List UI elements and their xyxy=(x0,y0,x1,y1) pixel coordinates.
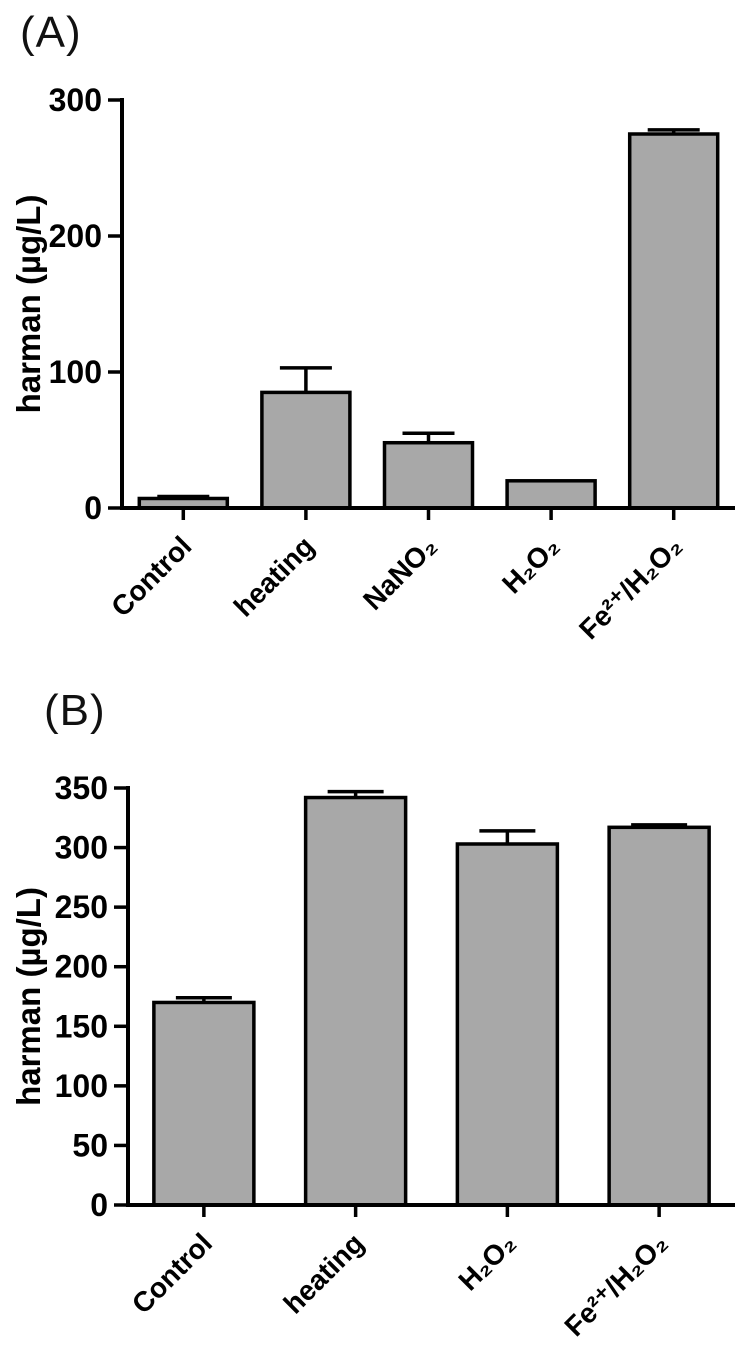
category-label: Fe²⁺/H₂O₂ xyxy=(573,530,688,645)
chart-b-bar-chart: 0 50 100 150 200 250 300 350 Control heating H₂O₂ F… xyxy=(10,770,735,1342)
bar xyxy=(627,132,720,510)
bar xyxy=(303,795,408,1207)
category-label: Fe²⁺/H₂O₂ xyxy=(558,1227,673,1342)
category-label: H₂O₂ xyxy=(496,530,565,599)
chart-a-bar-chart: 0 100 200 300 Control heating NaNO₂ H₂O₂ Fe²⁺/H₂… xyxy=(10,82,735,645)
y-axis-title: harman (µg/L) xyxy=(10,887,47,1106)
y-axis-title: harman (µg/L) xyxy=(10,195,47,414)
category-label: Control xyxy=(126,1227,218,1319)
y-tick-label: 50 xyxy=(72,1127,108,1163)
y-tick-label: 100 xyxy=(49,354,102,390)
bar xyxy=(382,440,475,510)
y-tick-label: 100 xyxy=(55,1068,108,1104)
category-label: heating xyxy=(228,530,320,622)
category-label: H₂O₂ xyxy=(452,1227,521,1296)
y-tick-label: 150 xyxy=(55,1008,108,1044)
y-tick-label: 0 xyxy=(90,1187,108,1223)
category-label: Control xyxy=(105,530,197,622)
y-tick-label: 350 xyxy=(55,770,108,806)
y-tick-label: 250 xyxy=(55,889,108,925)
y-tick-label: 200 xyxy=(49,218,102,254)
bar xyxy=(152,1000,256,1207)
y-tick-label: 300 xyxy=(49,82,102,118)
bar xyxy=(607,825,711,1207)
panel-a-label: (A) xyxy=(20,8,82,57)
panel-b-label: (B) xyxy=(44,686,106,735)
bar xyxy=(505,479,597,510)
bar xyxy=(260,390,352,510)
y-tick-label: 0 xyxy=(84,490,102,526)
category-label: NaNO₂ xyxy=(357,530,443,616)
bar xyxy=(455,842,560,1207)
category-label: heating xyxy=(278,1227,370,1319)
y-tick-label: 200 xyxy=(55,949,108,985)
y-tick-label: 300 xyxy=(55,830,108,866)
